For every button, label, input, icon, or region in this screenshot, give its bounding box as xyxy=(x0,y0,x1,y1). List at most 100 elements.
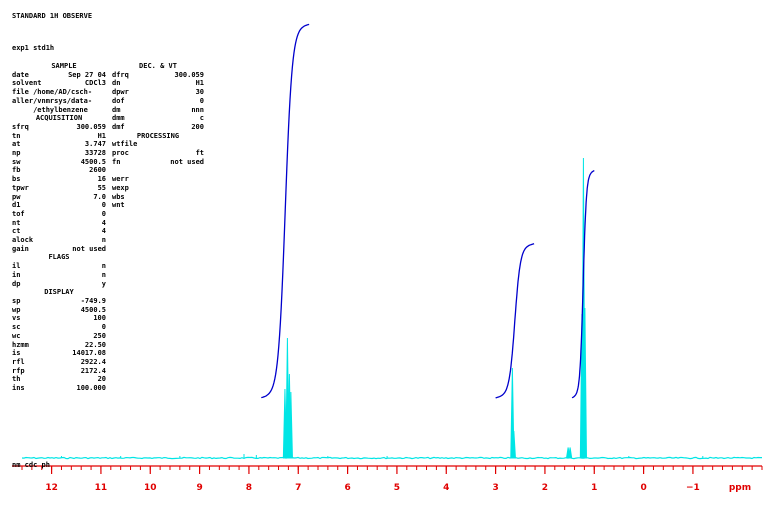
param-row: tpwr 55 xyxy=(12,184,106,193)
command-line: nm cdc ph xyxy=(12,461,50,469)
param-row: proc ft xyxy=(112,149,204,158)
param-row: sp -749.9 xyxy=(12,297,106,306)
param-row: sw 4500.5 xyxy=(12,158,106,167)
param-value: 100 xyxy=(93,314,106,323)
param-row: fb 2600 xyxy=(12,166,106,175)
tick-label: 0 xyxy=(640,483,646,493)
param-key: il xyxy=(12,262,21,271)
spectrum-peak xyxy=(567,447,573,459)
param-value: 20 xyxy=(97,375,106,384)
param-key: is xyxy=(12,349,21,358)
param-row: gain not used xyxy=(12,245,106,254)
param-value: 7.0 xyxy=(93,192,106,201)
param-row: np 33728 xyxy=(12,149,106,158)
param-row: solvent CDCl3 xyxy=(12,79,106,88)
param-value: ft xyxy=(195,149,204,158)
param-value: 14017.08 xyxy=(72,349,106,358)
param-key: dn xyxy=(112,79,121,88)
param-key: d1 xyxy=(12,201,21,210)
param-key: sfrq xyxy=(12,122,29,131)
param-key: sc xyxy=(12,323,21,332)
param-key: tn xyxy=(12,131,21,140)
param-key: wnt xyxy=(112,201,125,210)
param-row: file /home/AD/csch- xyxy=(12,88,106,97)
param-value: y xyxy=(101,279,106,288)
param-row: dmm c xyxy=(112,114,204,123)
param-key: dpwr xyxy=(112,88,129,97)
param-row: dpwr 30 xyxy=(112,88,204,97)
tick-label: −1 xyxy=(686,483,700,493)
param-value: 4 xyxy=(101,218,106,227)
param-value: 55 xyxy=(97,183,106,192)
param-value: not used xyxy=(170,157,204,166)
spectrum-title: STANDARD 1H OBSERVE xyxy=(12,12,93,20)
param-key: ct xyxy=(12,227,21,236)
param-key: wbs xyxy=(112,192,125,201)
param-key: wp xyxy=(12,305,21,314)
param-key: pw xyxy=(12,192,21,201)
param-row: at 3.747 xyxy=(12,140,106,149)
param-value: -749.9 xyxy=(80,296,106,305)
param-key: dfrq xyxy=(112,70,129,79)
param-value: 2922.4 xyxy=(80,357,106,366)
param-key: werr xyxy=(112,175,129,184)
param-row: ct 4 xyxy=(12,227,106,236)
tick-label: 7 xyxy=(295,483,301,493)
param-value: 300.059 xyxy=(76,122,106,131)
param-row: d1 0 xyxy=(12,201,106,210)
experiment-name: exp1 std1h xyxy=(12,44,55,52)
param-value: 3.747 xyxy=(84,140,106,149)
param-section-header: DISPLAY xyxy=(44,288,74,297)
param-key: rfl xyxy=(12,357,25,366)
param-key: dmm xyxy=(112,114,125,123)
param-row: werr xyxy=(112,175,204,184)
parameter-column-right: DEC. & VT dfrq 300.059 dn H1 dpwr 30 dof 0 dm nnn d… xyxy=(112,62,204,210)
param-value: c xyxy=(199,114,204,123)
param-key: gain xyxy=(12,244,29,253)
param-row: dfrq 300.059 xyxy=(112,71,204,80)
param-section-header: DEC. & VT xyxy=(139,62,177,70)
param-value: 200 xyxy=(191,122,204,131)
param-row: il n xyxy=(12,262,106,271)
param-row: wnt xyxy=(112,201,204,210)
tick-label: 6 xyxy=(344,483,350,493)
tick-label: 5 xyxy=(394,483,400,493)
tick-label: 1 xyxy=(591,483,597,493)
param-value: 300.059 xyxy=(174,70,204,79)
param-key: tof xyxy=(12,209,25,218)
param-row: pw 7.0 xyxy=(12,193,106,202)
param-row: rfl 2922.4 xyxy=(12,358,106,367)
param-section-header: PROCESSING xyxy=(136,131,180,140)
param-key: tpwr xyxy=(12,183,29,192)
param-key: dof xyxy=(112,96,125,105)
param-row: bs 16 xyxy=(12,175,106,184)
param-row: wc 250 xyxy=(12,332,106,341)
param-row: alock n xyxy=(12,236,106,245)
param-row: tof 0 xyxy=(12,210,106,219)
param-key: rfp xyxy=(12,366,25,375)
spectrum-peak xyxy=(511,430,516,459)
param-key: ins xyxy=(12,384,25,393)
param-key: wtfile xyxy=(112,140,138,149)
param-row: dm nnn xyxy=(112,106,204,115)
param-key: dmf xyxy=(112,122,125,131)
param-row: dp y xyxy=(12,280,106,289)
param-value: 4 xyxy=(101,227,106,236)
param-value: 2600 xyxy=(89,166,106,175)
param-value: CDCl3 xyxy=(84,79,106,88)
param-value: 22.50 xyxy=(84,340,106,349)
param-value: 0 xyxy=(101,209,106,218)
param-value: n xyxy=(101,236,106,245)
axis-label-ppm: ppm xyxy=(729,483,751,493)
tick-label: 11 xyxy=(95,483,108,493)
param-key: dm xyxy=(112,105,121,114)
param-key: at xyxy=(12,140,21,149)
integral-curve xyxy=(495,243,535,399)
param-row: sc 0 xyxy=(12,323,106,332)
param-key: wexp xyxy=(112,183,129,192)
param-row: sfrq 300.059 xyxy=(12,123,106,132)
param-row: dof 0 xyxy=(112,97,204,106)
param-row: aller/vnmrsys/data- xyxy=(12,97,106,106)
param-row: fn not used xyxy=(112,158,204,167)
